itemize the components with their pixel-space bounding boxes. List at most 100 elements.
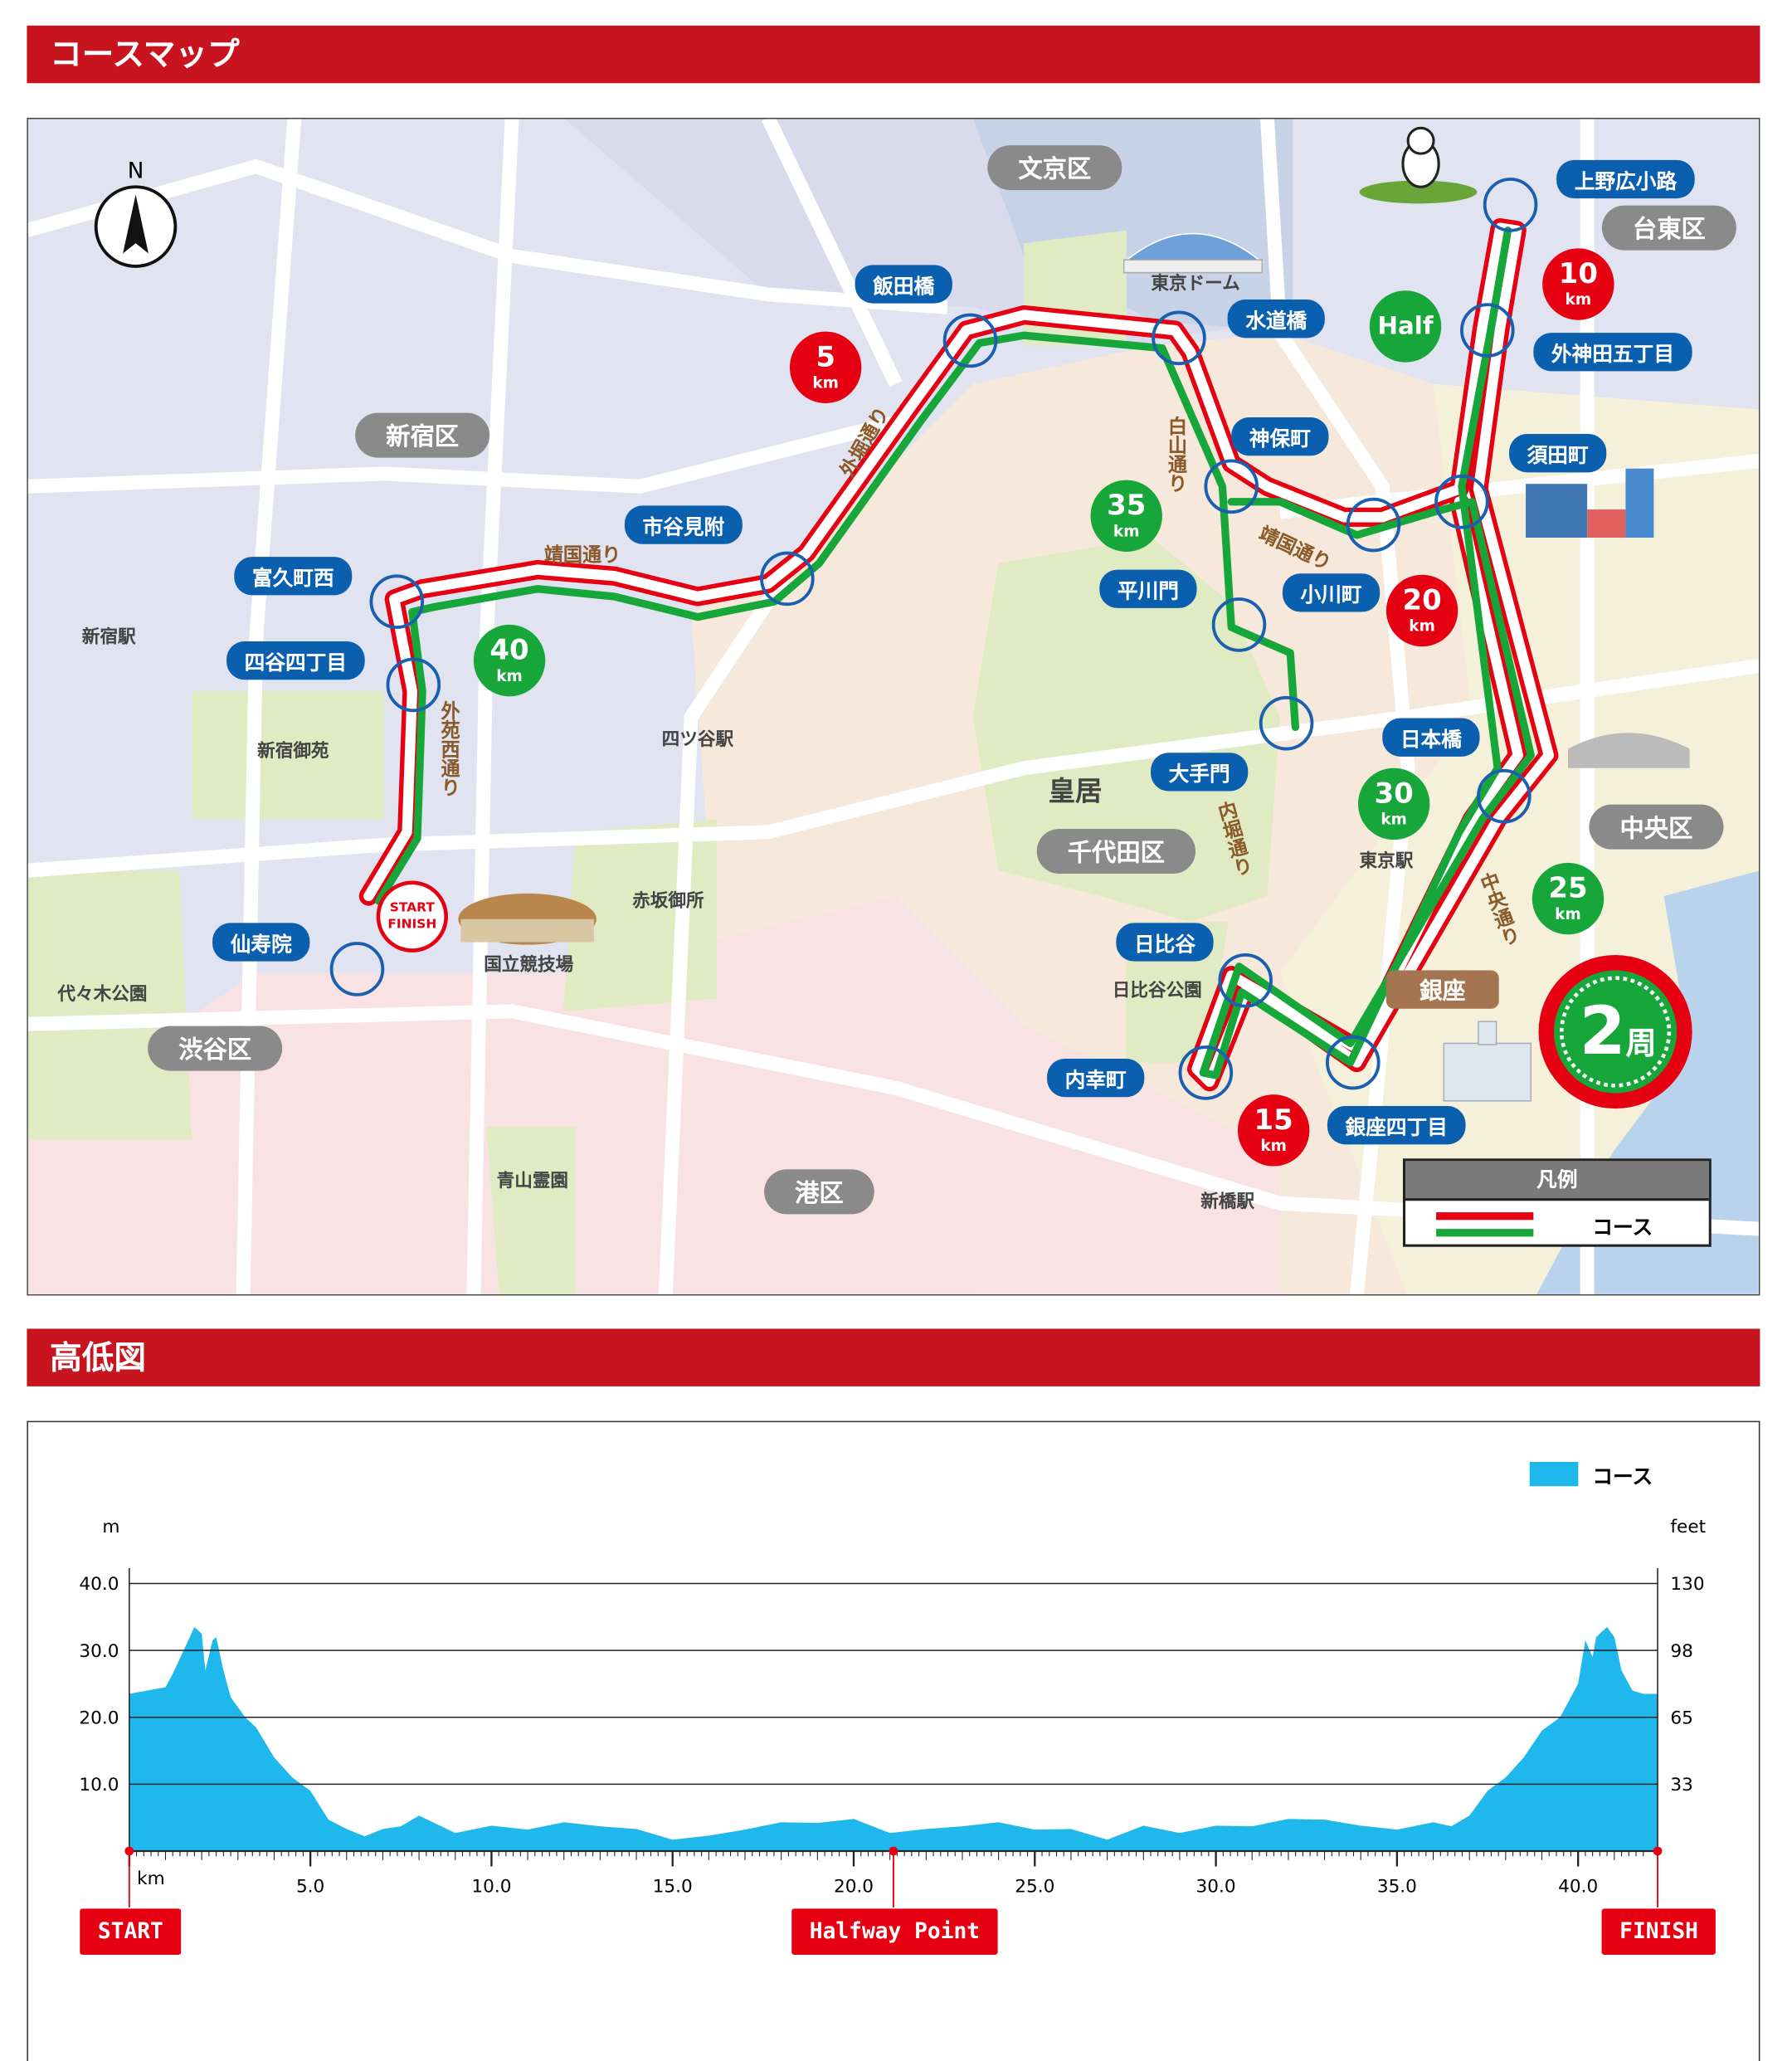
intersection-label: 神保町 <box>1231 417 1329 456</box>
x-tick-label: 25.0 <box>1015 1876 1054 1897</box>
park-yoyogi <box>27 870 192 1140</box>
intersection-label: 富久町西 <box>234 557 353 596</box>
tokyo-dome-icon <box>1122 232 1264 274</box>
marker-dot <box>124 1846 134 1856</box>
place-label: 国立競技場 <box>484 954 574 976</box>
place-label: 新宿御苑 <box>257 741 329 762</box>
km-unit: km <box>1409 616 1435 636</box>
km-value: 20 <box>1402 585 1442 617</box>
km-value: 25 <box>1548 873 1588 905</box>
marker-dot <box>889 1846 898 1856</box>
km-marker-35: 35 km <box>1090 480 1162 552</box>
start-finish-marker: START FINISH <box>376 880 448 953</box>
intersection-label: 須田町 <box>1509 434 1607 473</box>
km-unit: km <box>1565 290 1592 309</box>
y-tick-left: 20.0 <box>79 1708 119 1728</box>
checkpoint-circle <box>329 942 385 996</box>
checkpoint-circle <box>1218 953 1273 1008</box>
km-value: 10 <box>1558 258 1598 291</box>
x-tick-label: 20.0 <box>834 1876 874 1897</box>
national-stadium-icon <box>458 893 597 945</box>
laps-number: 2 <box>1579 993 1626 1070</box>
ward-label: 文京区 <box>987 145 1122 191</box>
km-unit: km <box>1113 522 1140 541</box>
legend-swatch-green <box>1436 1229 1534 1237</box>
intersection-label: 小川町 <box>1282 573 1381 612</box>
x-tick-label: 5.0 <box>296 1876 324 1897</box>
elevation-area <box>129 1626 1658 1851</box>
km-marker-half: Half <box>1369 290 1442 363</box>
ward-label: 千代田区 <box>1036 828 1196 874</box>
km-marker-25: 25 km <box>1531 862 1605 935</box>
intersection-label: 水道橋 <box>1227 300 1325 339</box>
start-text: START <box>389 901 435 916</box>
street-label: 靖国通り <box>543 543 621 567</box>
buildings-icon <box>1526 468 1654 538</box>
km-value: 5 <box>816 341 835 374</box>
y-tick-right: 65 <box>1670 1708 1692 1728</box>
laps-badge <box>1538 954 1692 1109</box>
place-label: 新宿駅 <box>81 626 136 648</box>
place-label: 新橋駅 <box>1200 1191 1254 1213</box>
checkpoint-circle <box>1211 597 1267 652</box>
street-label: 白山通り <box>1165 416 1189 493</box>
checkpoint-circle <box>386 657 441 713</box>
finish-text: FINISH <box>387 918 437 933</box>
elevation-plot: 40.0 130 30.0 98 20.0 65 10.0 33 5.0 10.0 15.0 20.0… <box>79 1567 1705 1908</box>
place-label: 皇居 <box>1048 775 1103 806</box>
x-tick-label: 35.0 <box>1377 1876 1417 1897</box>
place-label: 赤坂御所 <box>632 890 704 912</box>
km-value: Half <box>1377 311 1434 340</box>
intersection-label: 仙寿院 <box>212 923 310 962</box>
x-tick-label: 40.0 <box>1558 1876 1598 1897</box>
checkpoint-circle <box>369 574 425 629</box>
ginza-label: 銀座 <box>1385 970 1499 1009</box>
nihonbashi-bridge-icon <box>1567 733 1690 768</box>
place-label: 青山霊園 <box>496 1171 569 1192</box>
y-tick-right: 130 <box>1670 1574 1704 1595</box>
intersection-label: 銀座四丁目 <box>1327 1106 1466 1145</box>
compass-icon <box>94 185 178 268</box>
checkpoint-circle <box>1346 497 1401 553</box>
marker-dot <box>1653 1846 1663 1856</box>
y-tick-right: 33 <box>1670 1775 1692 1795</box>
km-marker-20: 20 km <box>1385 574 1458 647</box>
laps-text: 2周 <box>1580 993 1657 1070</box>
checkpoint-circle <box>1178 1045 1234 1100</box>
ward-label: 渋谷区 <box>148 1026 283 1071</box>
intersection-label: 市谷見附 <box>624 505 743 544</box>
park-shinjuku-gyoen <box>192 691 384 820</box>
y-tick-left: 40.0 <box>79 1574 119 1595</box>
x-axis-label: km <box>137 1869 165 1890</box>
compass-north-label: N <box>127 158 144 185</box>
km-unit: km <box>1555 904 1581 923</box>
km-value: 15 <box>1254 1104 1293 1138</box>
km-marker-30: 30 km <box>1357 767 1430 840</box>
legend-title: 凡例 <box>1405 1161 1709 1201</box>
intersection-label: 四谷四丁目 <box>226 641 365 680</box>
intersection-label: 平川門 <box>1099 569 1197 608</box>
checkpoint-circle <box>1204 459 1259 514</box>
road <box>762 119 903 387</box>
x-tick-label: 15.0 <box>653 1876 693 1897</box>
halfway-marker: Halfway Point <box>791 1908 998 1955</box>
elevation-chart: コース m feet km 40.0 130 30.0 98 20.0 65 10.0 33 5… <box>27 1420 1760 2061</box>
course-map-header: コースマップ <box>27 25 1760 84</box>
place-label: 四ツ谷駅 <box>661 729 734 751</box>
x-tick-label: 30.0 <box>1196 1876 1236 1897</box>
ward-label: 港区 <box>764 1169 874 1215</box>
y-tick-left: 30.0 <box>79 1641 119 1662</box>
intersection-label: 大手門 <box>1151 753 1249 792</box>
y-tick-right: 98 <box>1670 1641 1692 1662</box>
km-unit: km <box>1260 1137 1287 1155</box>
legend-swatch <box>1529 1461 1579 1487</box>
checkpoint-circle <box>1326 1035 1381 1090</box>
ward-label: 中央区 <box>1589 804 1724 850</box>
checkpoint-circle <box>1434 475 1489 529</box>
place-label: 日比谷公園 <box>1112 980 1202 1001</box>
park-imperial-palace <box>972 537 1280 922</box>
y-axis-label-left: m <box>102 1517 120 1537</box>
start-marker: START <box>80 1908 182 1955</box>
road <box>27 415 898 494</box>
